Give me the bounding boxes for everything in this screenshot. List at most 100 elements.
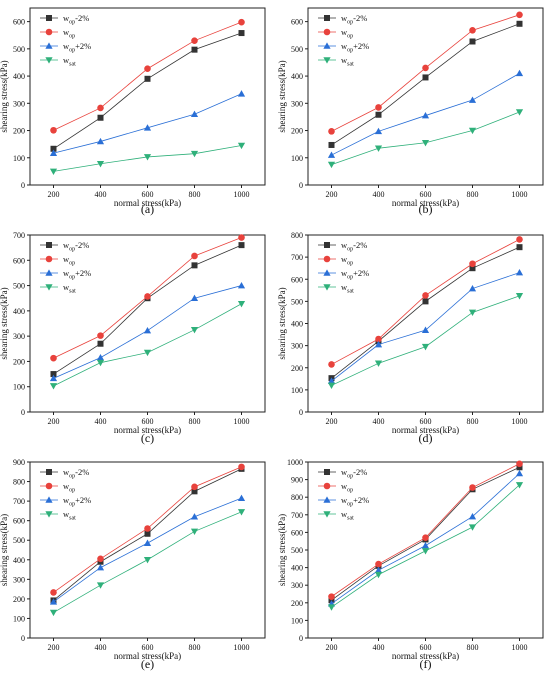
x-tick-label: 1000 [512,643,528,652]
y-tick-label: 700 [291,511,303,520]
data-point [328,141,335,148]
data-point [97,340,104,347]
legend-marker [324,469,330,475]
data-point [190,513,199,520]
y-tick-label: 600 [291,528,303,537]
legend-item: wop [318,481,353,494]
y-tick-label: 500 [291,45,303,54]
legend-item: wsat [40,55,76,68]
data-point [96,359,105,367]
data-point [50,126,57,134]
data-point [374,360,383,367]
chart-panel: 0 100 200 300 400 500 600 200 400 600 800 1000 norma… [277,7,544,216]
y-axis-label: shearing stress(kPa) [0,287,9,359]
data-point [468,512,477,520]
panel-label: (c) [141,431,154,445]
data-point [327,161,336,169]
y-tick-label: 0 [299,181,303,190]
legend-marker [323,284,331,291]
x-axis-label: normal stress(kPa) [392,198,459,208]
data-point [238,242,245,249]
x-tick-label: 800 [467,190,479,199]
legend-marker [323,269,331,276]
data-point [422,74,429,81]
legend-marker [323,496,331,503]
panel-label: (e) [141,657,154,671]
y-tick-label: 200 [13,595,25,604]
data-point [97,332,104,339]
y-tick-label: 700 [13,231,25,240]
legend-label: wop-2% [63,240,89,253]
legend-label: wop-2% [341,240,367,253]
y-axis-label: shearing stress(kPa) [277,514,287,586]
y-tick-label: 500 [13,536,25,545]
y-tick-label: 800 [291,493,303,502]
x-tick-label: 400 [95,417,107,426]
y-tick-label: 200 [291,599,303,608]
y-tick-label: 300 [291,99,303,108]
x-axis-label: normal stress(kPa) [114,198,181,208]
data-point [468,284,477,292]
legend-label: wop+2% [63,41,91,54]
data-point [237,142,246,150]
panel-label: (a) [141,202,154,216]
x-tick-label: 600 [420,190,432,199]
panel-label: (b) [419,202,433,216]
x-tick-label: 200 [326,643,338,652]
data-point [421,343,430,351]
y-tick-label: 300 [13,99,25,108]
data-point [469,27,476,34]
data-point [50,589,57,596]
legend-marker [323,482,331,490]
data-point [516,244,523,251]
y-tick-label: 500 [291,546,303,555]
data-point [469,265,476,272]
data-point [469,260,476,268]
y-tick-label: 300 [13,575,25,584]
data-point [190,528,199,536]
data-point [191,37,198,44]
data-point [237,300,246,308]
x-tick-label: 1000 [512,190,528,199]
legend-label: wop+2% [63,495,91,508]
x-tick-label: 400 [373,417,385,426]
data-point [50,354,57,362]
data-point [374,571,383,579]
legend-label: wop [63,27,75,40]
series-line [53,497,242,603]
data-point [328,361,335,368]
data-point [421,326,430,333]
data-point [375,335,382,343]
legend-label: wop-2% [63,13,89,26]
y-tick-label: 700 [13,497,25,506]
data-point [516,464,523,471]
y-tick-label: 200 [13,127,25,136]
legend-label: wop [63,254,75,267]
y-tick-label: 400 [13,307,25,316]
x-tick-label: 800 [467,417,479,426]
data-point [50,371,57,378]
legend-item: wop+2% [40,268,91,281]
data-point [143,124,152,131]
y-tick-label: 400 [291,320,303,329]
legend-item: wop+2% [40,41,91,54]
data-point [515,69,524,77]
legend-label: wop [341,27,353,40]
legend-item: wsat [318,282,354,295]
y-tick-label: 900 [13,458,25,467]
x-tick-label: 1000 [512,417,528,426]
data-point [49,598,58,605]
legend-item: wsat [40,509,76,522]
data-point [327,604,336,611]
x-tick-label: 800 [467,643,479,652]
y-axis-label: shearing stress(kPa) [277,60,287,132]
data-point [144,530,151,537]
data-point [469,484,476,491]
x-tick-label: 200 [48,643,60,652]
legend-marker [45,284,53,291]
data-point [515,482,524,489]
legend-label: wop-2% [341,13,367,26]
legend-label: wop [63,481,75,494]
legend-label: wop-2% [63,467,89,480]
